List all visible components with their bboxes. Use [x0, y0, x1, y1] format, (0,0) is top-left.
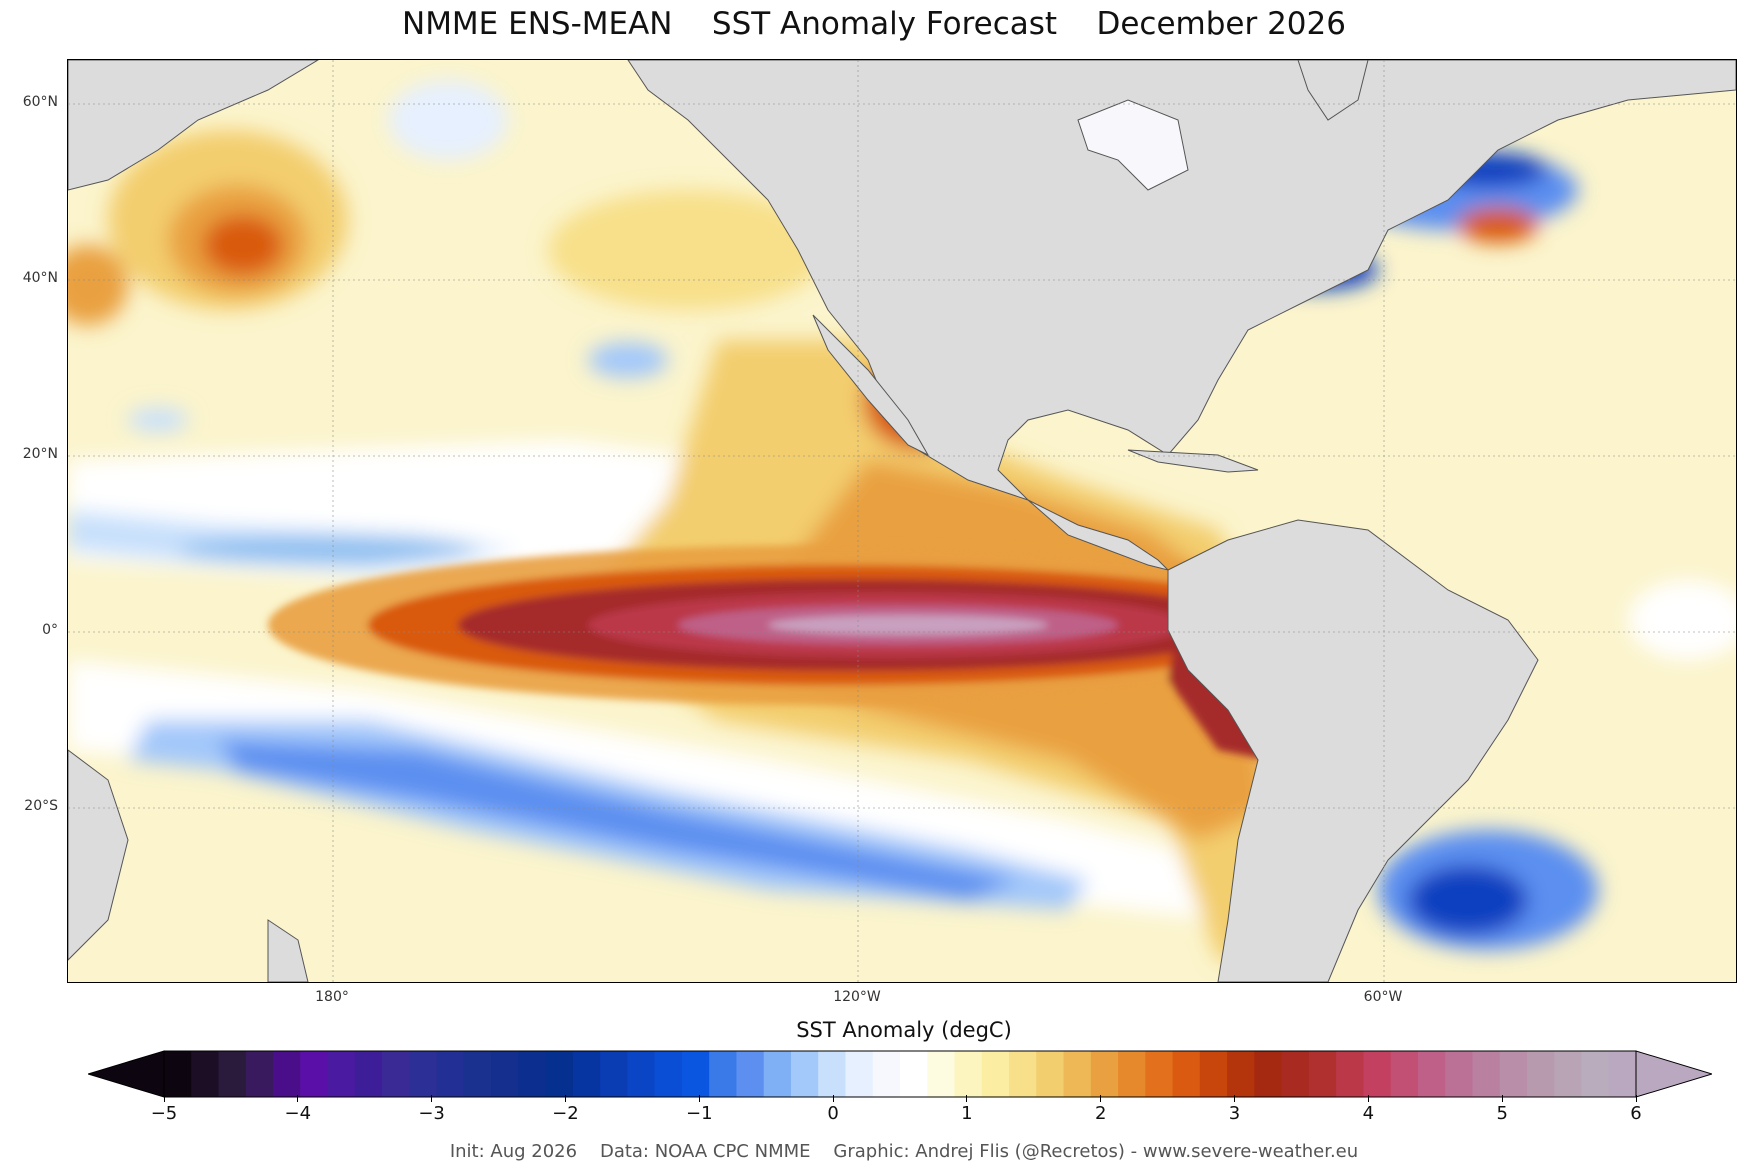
colorbar-segment [1499, 1051, 1528, 1097]
colorbar-segment [681, 1051, 710, 1097]
colorbar-tick-label: 3 [1228, 1103, 1241, 1124]
colorbar-tick-label: 4 [1362, 1103, 1375, 1124]
colorbar-segment [900, 1051, 928, 1097]
colorbar-segment [1363, 1051, 1392, 1097]
colorbar-segment [1608, 1051, 1637, 1097]
colorbar-tick-label: −5 [150, 1103, 178, 1124]
colorbar-segment [354, 1051, 383, 1097]
colorbar-segment [1581, 1051, 1610, 1097]
colorbar-tick-mark [1234, 1095, 1236, 1102]
land-masses [68, 60, 1736, 982]
lat-tick-0: 0° [42, 622, 58, 638]
colorbar-segment [164, 1051, 192, 1097]
colorbar-segment [1199, 1051, 1228, 1097]
colorbar-segment [409, 1051, 438, 1097]
colorbar-frame [163, 1050, 1637, 1098]
colorbar-segment [382, 1051, 410, 1097]
colorbar-tick-label: 0 [827, 1103, 839, 1124]
colorbar [88, 1050, 1712, 1098]
colorbar-tick-label: 2 [1094, 1103, 1107, 1124]
colorbar-segment [1254, 1051, 1283, 1097]
colorbar-tick-mark [431, 1095, 433, 1102]
colorbar-segment [1118, 1051, 1146, 1097]
lon-tick-120w: 120°W [833, 989, 881, 1005]
colorbar-tick-mark [564, 1095, 566, 1102]
colorbar-high-extend [1635, 1050, 1712, 1098]
colorbar-segment [600, 1051, 629, 1097]
colorbar-tick-mark [163, 1095, 165, 1102]
colorbar-segment [818, 1051, 847, 1097]
colorbar-segment [1417, 1051, 1446, 1097]
colorbar-segment [1145, 1051, 1174, 1097]
colorbar-low-extend [88, 1050, 165, 1098]
colorbar-segment [218, 1051, 247, 1097]
colorbar-segment [518, 1051, 547, 1097]
colorbar-segment [790, 1051, 819, 1097]
colorbar-segment [1227, 1051, 1255, 1097]
colorbar-segment [1472, 1051, 1501, 1097]
lon-tick-60w: 60°W [1363, 989, 1403, 1005]
colorbar-segment [954, 1051, 983, 1097]
colorbar-segment [1172, 1051, 1201, 1097]
colorbar-tick-mark [832, 1095, 834, 1102]
colorbar-tick-label: 1 [961, 1103, 973, 1124]
colorbar-segment [1063, 1051, 1092, 1097]
colorbar-segment [927, 1051, 956, 1097]
colorbar-segment [709, 1051, 738, 1097]
chart-title: NMME ENS-MEAN SST Anomaly Forecast Decem… [402, 6, 1346, 42]
colorbar-segment [545, 1051, 574, 1097]
lat-tick-20s: 20°S [24, 798, 58, 814]
lon-tick-180: 180° [315, 989, 349, 1005]
colorbar-segment [845, 1051, 874, 1097]
sst-anomaly-map [67, 59, 1737, 983]
colorbar-segment [1445, 1051, 1474, 1097]
colorbar-tick-label: −2 [552, 1103, 579, 1124]
colorbar-segment [627, 1051, 656, 1097]
colorbar-segment [1390, 1051, 1419, 1097]
lat-tick-20n: 20°N [22, 446, 58, 462]
colorbar-segment [872, 1051, 901, 1097]
colorbar-tick-label: 5 [1496, 1103, 1508, 1124]
colorbar-segment [572, 1051, 601, 1097]
colorbar-segment [981, 1051, 1010, 1097]
colorbar-segment [327, 1051, 356, 1097]
colorbar-segment [1554, 1051, 1583, 1097]
colorbar-tick-label: −3 [418, 1103, 445, 1124]
lat-tick-60n: 60°N [22, 94, 58, 110]
colorbar-tick-label: 6 [1630, 1103, 1642, 1124]
lat-tick-40n: 40°N [22, 270, 58, 286]
colorbar-segment [245, 1051, 274, 1097]
colorbar-segment [1036, 1051, 1065, 1097]
colorbar-segment [491, 1051, 519, 1097]
colorbar-segment [191, 1051, 220, 1097]
colorbar-segment [1009, 1051, 1037, 1097]
colorbar-tick-mark [1367, 1095, 1369, 1102]
colorbar-tick-mark [1635, 1095, 1637, 1102]
colorbar-segment [1090, 1051, 1119, 1097]
colorbar-tick-label: −1 [685, 1103, 713, 1124]
colorbar-segment [1308, 1051, 1337, 1097]
colorbar-tick-mark [1501, 1095, 1503, 1102]
colorbar-segment [763, 1051, 792, 1097]
colorbar-segment [654, 1051, 683, 1097]
colorbar-tick-mark [297, 1095, 299, 1102]
colorbar-segment [1336, 1051, 1365, 1097]
colorbar-segment [736, 1051, 765, 1097]
colorbar-title: SST Anomaly (degC) [796, 1018, 1012, 1042]
grid-lines [68, 60, 1736, 982]
colorbar-segment [300, 1051, 329, 1097]
colorbar-tick-label: −4 [284, 1103, 312, 1124]
colorbar-segment [463, 1051, 492, 1097]
colorbar-tick-mark [1100, 1095, 1102, 1102]
colorbar-segment [273, 1051, 301, 1097]
colorbar-segment [1281, 1051, 1310, 1097]
colorbar-tick-mark [966, 1095, 968, 1102]
credit-footer: Init: Aug 2026 Data: NOAA CPC NMME Graph… [449, 1141, 1359, 1162]
colorbar-tick-mark [698, 1095, 700, 1102]
colorbar-segment [436, 1051, 465, 1097]
colorbar-segment [1526, 1051, 1555, 1097]
